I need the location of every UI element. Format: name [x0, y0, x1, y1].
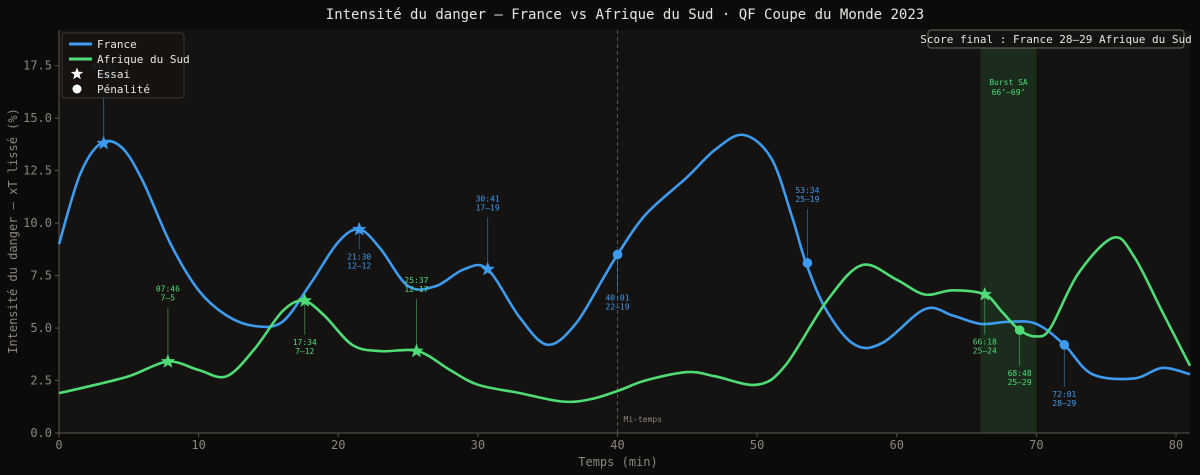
event-score-label: 25–24	[973, 346, 997, 355]
legend-sa-label: Afrique du Sud	[97, 53, 190, 66]
series-layer	[57, 133, 1192, 404]
legend-penalty-dot-icon	[72, 84, 82, 94]
y-tick-label: 7.5	[30, 269, 52, 283]
event-score-label: 7–12	[295, 347, 314, 356]
x-tick-label: 50	[750, 438, 764, 452]
chart-title: Intensité du danger — France vs Afrique …	[326, 7, 924, 23]
event-time-label: 21:30	[347, 252, 371, 261]
y-axis-title: Intensité du danger — xT lissé (%)	[6, 108, 20, 354]
event-score-label: 12–17	[404, 285, 428, 294]
score-box: Score final : France 28–29 Afrique du Su…	[920, 29, 1192, 49]
y-tick-label: 5.0	[30, 321, 52, 335]
y-tick-label: 15.0	[23, 111, 52, 125]
sa-line	[58, 236, 1192, 404]
event-try-star-icon	[409, 343, 424, 358]
x-tick-label: 60	[890, 438, 904, 452]
y-tick-label: 12.5	[23, 164, 52, 178]
event-try-star-icon	[480, 261, 495, 276]
event-penalty-dot-icon	[802, 258, 813, 268]
event-time-label: 17:34	[293, 338, 317, 347]
burst-region	[980, 30, 1037, 433]
event-penalty-dot-icon	[1014, 325, 1025, 335]
event-try-star-icon	[160, 353, 176, 368]
event-score-label: 25–29	[1008, 378, 1032, 387]
x-tick-label: 40	[610, 438, 624, 452]
y-tick-label: 10.0	[23, 216, 52, 230]
score-box-frame	[927, 29, 1185, 49]
event-time-label: 30:41	[476, 194, 500, 203]
legend-try-label: Essai	[97, 68, 130, 81]
x-axis-title: Temps (min)	[578, 455, 657, 469]
event-score-label: 12–12	[347, 261, 371, 270]
x-tick-label: 70	[1029, 438, 1043, 452]
score-box-text: Score final : France 28–29 Afrique du Su…	[920, 33, 1192, 46]
legend: France Afrique du Sud Essai Pénalité	[61, 32, 190, 99]
burst-label-title: Burst SA	[989, 78, 1028, 87]
event-score-label: 25–19	[795, 195, 819, 204]
burst-layer: Burst SA 66’–69’	[980, 30, 1037, 433]
y-tick-label: 0.0	[30, 426, 52, 440]
legend-try-star-icon	[70, 67, 84, 80]
halftime-label: Mi-temps	[624, 415, 663, 424]
x-tick-label: 30	[471, 438, 485, 452]
event-time-label: 07:46	[156, 285, 180, 294]
event-score-label: 28–29	[1052, 399, 1076, 408]
y-tick-label: 17.5	[23, 59, 52, 73]
event-time-label: 72:01	[1052, 390, 1076, 399]
event-penalty-dot-icon	[1059, 340, 1070, 350]
france-line	[57, 133, 1191, 381]
event-time-label: 66:18	[973, 337, 997, 346]
event-penalty-dot-icon	[612, 249, 623, 260]
legend-box	[61, 32, 185, 99]
x-tick-label: 80	[1169, 438, 1183, 452]
event-time-label: 40:01	[605, 294, 629, 303]
event-time-label: 25:37	[404, 276, 428, 285]
event-try-star-icon	[96, 135, 111, 150]
y-tick-label: 2.5	[30, 374, 52, 388]
axes: 0 10 20 30 40 50 60 70 80 0.0 2.5 5.0 7.5 10.0 12.5 15.…	[23, 30, 1190, 452]
x-tick-label: 10	[191, 438, 205, 452]
events-layer: 03:125–007:467–517:347–1221:3012–1225:37…	[92, 62, 1077, 408]
event-try-star-icon	[351, 221, 367, 236]
event-try-star-icon	[297, 293, 313, 307]
legend-penalty-label: Pénalité	[97, 83, 150, 96]
x-tick-label: 20	[331, 438, 345, 452]
legend-france-label: France	[97, 38, 137, 51]
event-try-star-icon	[977, 286, 993, 301]
event-time-label: 68:48	[1008, 369, 1032, 378]
event-score-label: 17–19	[476, 203, 500, 212]
x-tick-label: 0	[55, 438, 62, 452]
event-score-label: 22–19	[605, 303, 629, 312]
event-time-label: 53:34	[795, 186, 819, 195]
event-score-label: 7–5	[161, 294, 176, 303]
burst-label-range: 66’–69’	[992, 88, 1026, 97]
